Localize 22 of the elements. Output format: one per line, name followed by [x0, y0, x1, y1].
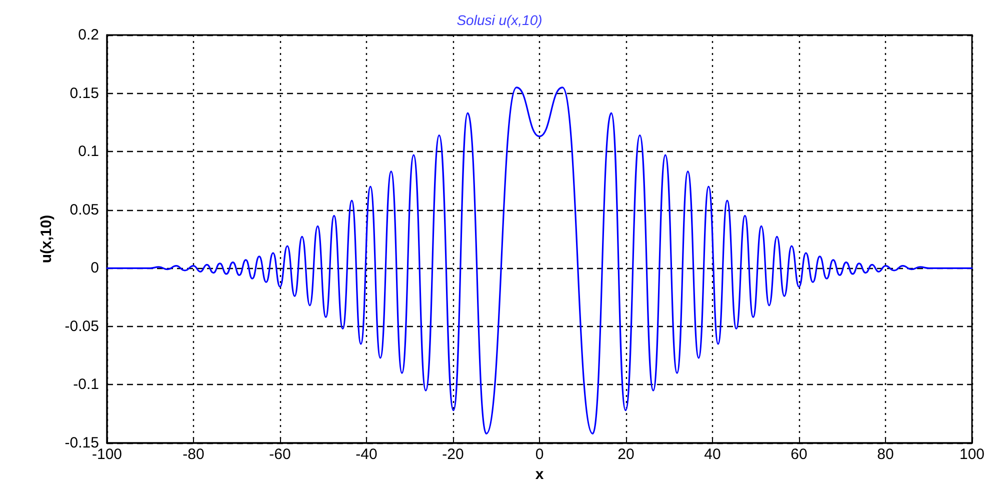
- y-tick-label: 0: [90, 260, 99, 277]
- y-tick-label: 0.2: [78, 26, 99, 44]
- y-axis-title: u(x,10): [38, 214, 55, 264]
- y-tick-label: -0.05: [64, 318, 99, 335]
- x-tick-label: 0: [535, 446, 544, 463]
- x-tick-label: 40: [704, 446, 721, 463]
- line-series: [106, 86, 973, 434]
- y-tick-label: 0.05: [70, 201, 99, 218]
- chart-title: Solusi u(x,10): [456, 12, 542, 28]
- x-tick-label: 20: [618, 446, 634, 463]
- x-tick-label: 80: [877, 446, 894, 463]
- y-tick-label: -0.1: [73, 376, 99, 394]
- y-tick-label: 0.1: [78, 143, 99, 160]
- y-tick-label: -0.15: [64, 434, 99, 452]
- y-tick-label: 0.15: [70, 84, 99, 102]
- x-tick-label: -80: [182, 446, 204, 463]
- x-tick-label: -60: [269, 446, 291, 463]
- x-axis-title: x: [535, 466, 544, 483]
- x-tick-label: -20: [442, 446, 464, 463]
- x-tick-label: 60: [790, 446, 808, 463]
- x-tick-label: -40: [356, 446, 378, 463]
- x-tick-label: 100: [959, 446, 985, 463]
